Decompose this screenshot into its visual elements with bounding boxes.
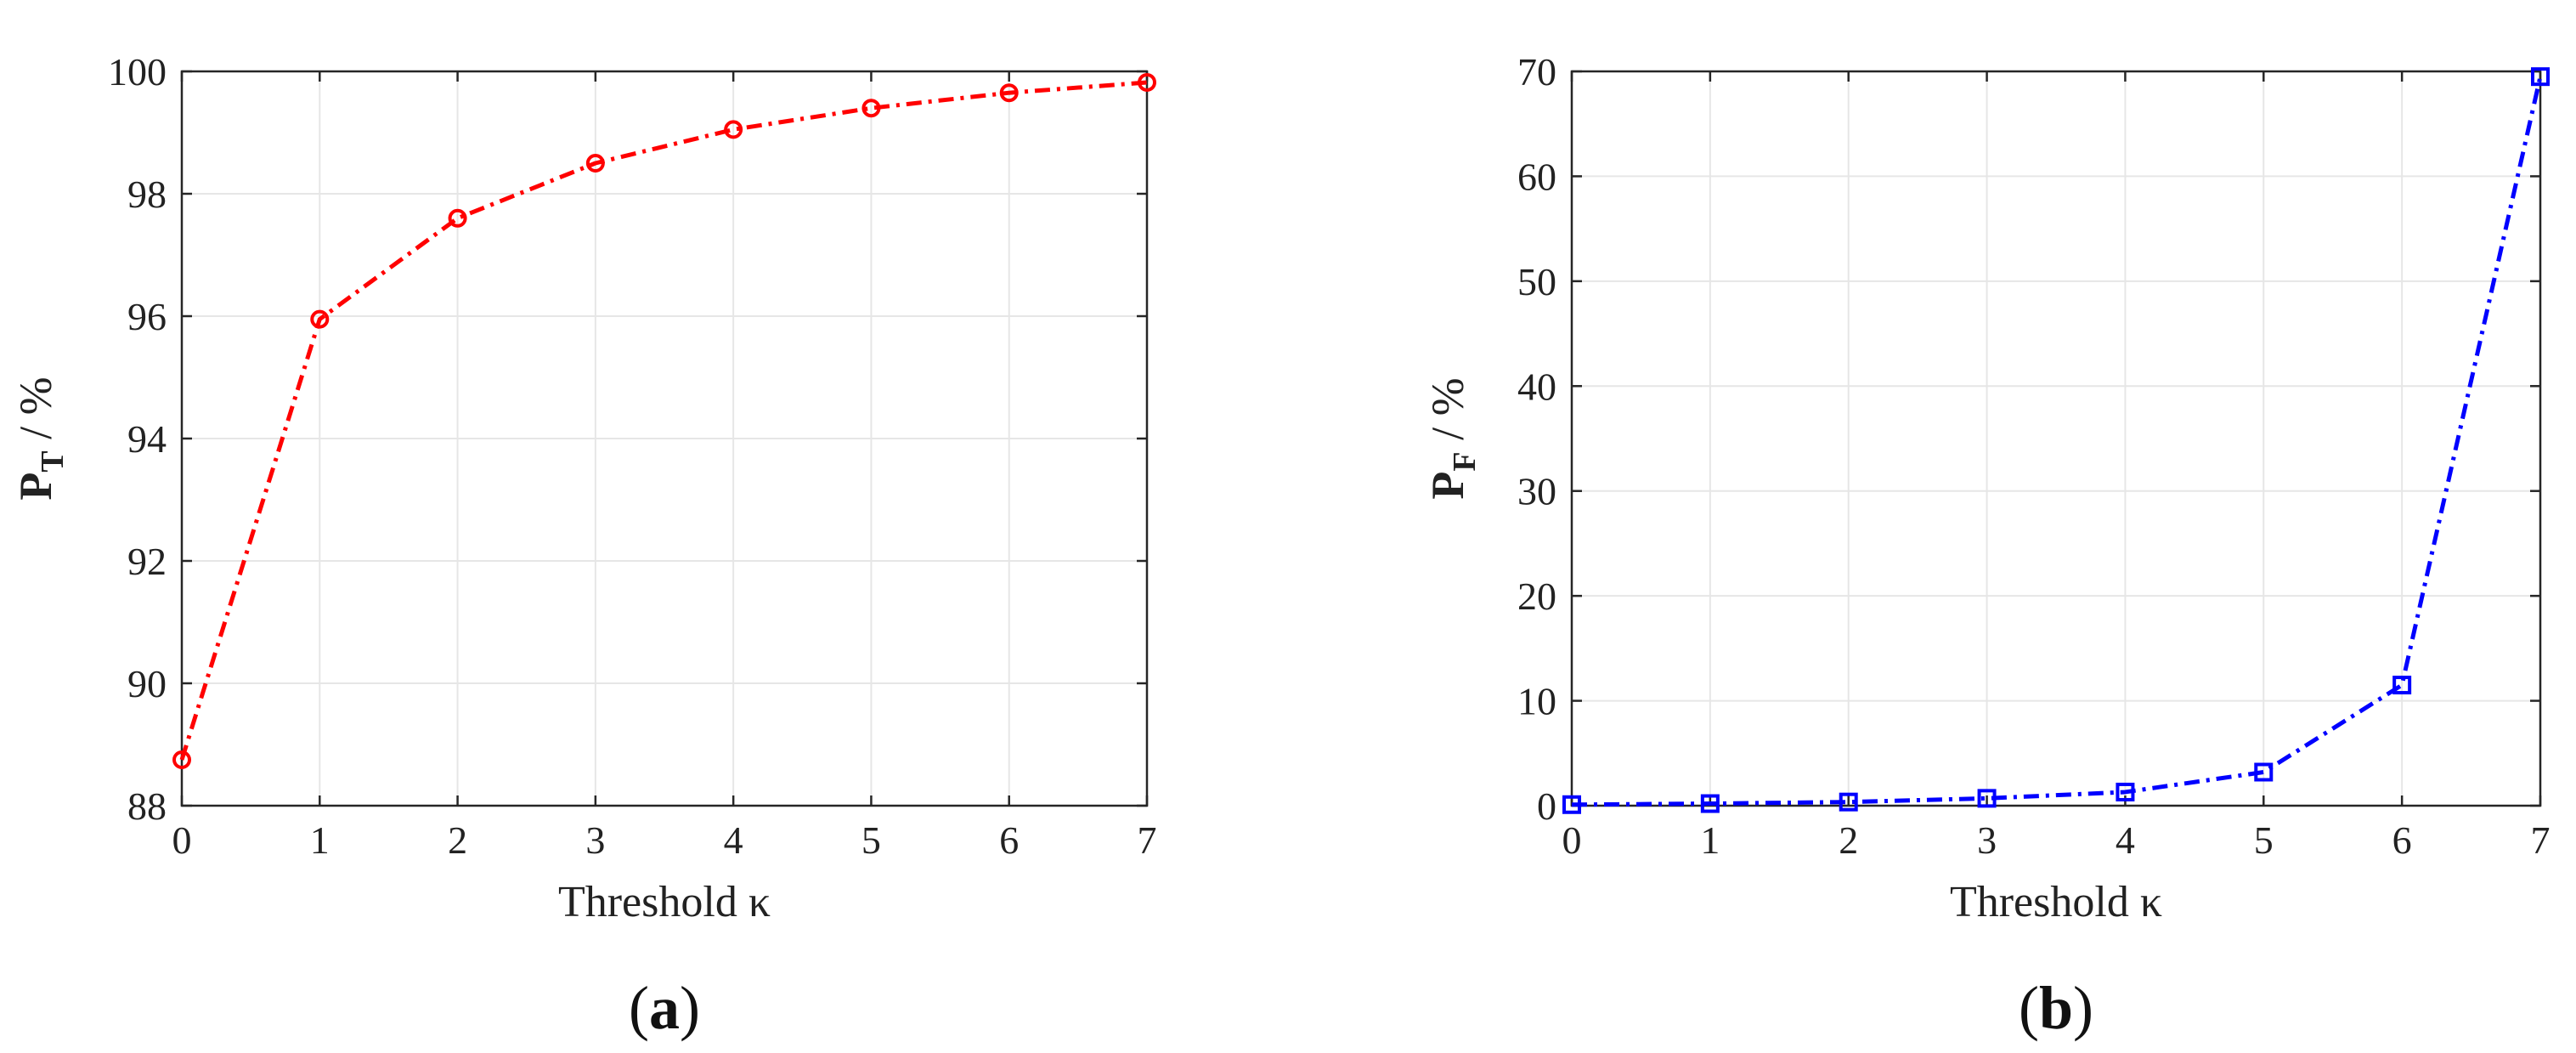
- y-axis-label-subscript: T: [35, 450, 71, 472]
- data-point: [999, 83, 1019, 103]
- y-tick-label: 0: [1537, 784, 1556, 828]
- x-tick-label: 4: [2116, 818, 2135, 862]
- data-point: [448, 208, 467, 228]
- y-tick-label: 90: [127, 662, 167, 705]
- panel-label-letter: b: [2039, 974, 2073, 1042]
- x-tick-label: 1: [310, 818, 330, 862]
- data-point: [1839, 792, 1858, 812]
- x-axis-label: Threshold κ: [558, 878, 771, 926]
- y-axis-label-unit: / %: [10, 376, 61, 450]
- y-tick-label: 70: [1517, 50, 1556, 93]
- x-tick-label: 0: [172, 818, 192, 862]
- y-tick-label: 96: [127, 295, 167, 338]
- y-axis-label-unit: / %: [1422, 377, 1473, 451]
- data-point: [1977, 789, 1997, 808]
- y-tick-label: 30: [1517, 470, 1556, 513]
- y-tick-label: 100: [108, 50, 167, 93]
- data-point: [2254, 762, 2274, 782]
- x-tick-label: 3: [1977, 818, 1997, 862]
- y-tick-label: 92: [127, 540, 167, 583]
- data-point: [310, 309, 330, 329]
- y-axis-label-main: P: [10, 473, 61, 501]
- data-point: [1562, 795, 1581, 814]
- data-point: [2531, 67, 2550, 87]
- data-point: [724, 120, 743, 139]
- y-tick-label: 60: [1517, 155, 1556, 198]
- y-tick-label: 40: [1517, 365, 1556, 408]
- x-tick-label: 7: [2531, 818, 2551, 862]
- panel-label-letter: a: [649, 974, 680, 1042]
- x-tick-label: 5: [2254, 818, 2274, 862]
- x-tick-label: 0: [1562, 818, 1582, 862]
- data-point: [585, 154, 605, 173]
- axes-box: [1570, 70, 2542, 807]
- grid-lines: [182, 71, 1147, 806]
- panel-label: (a): [629, 974, 700, 1042]
- data-point: [1138, 72, 1156, 92]
- x-tick-label: 7: [1138, 818, 1157, 862]
- x-tick-label: 6: [999, 818, 1019, 862]
- x-tick-label: 3: [585, 818, 605, 862]
- y-tick-label: 10: [1517, 680, 1556, 723]
- y-tick-label: 94: [127, 417, 167, 461]
- x-tick-label: 2: [1839, 818, 1858, 862]
- data-point: [172, 750, 191, 769]
- panel-label: (b): [2019, 974, 2093, 1042]
- chart-panel-a: 0 1 2 3 4 5 6 7 88 90 92 94 96 98 100 Threshold κ PT / %…: [10, 50, 1157, 1042]
- y-axis-label-main: P: [1422, 472, 1473, 500]
- x-tick-label: 2: [448, 818, 467, 862]
- panel-label-close: ): [2073, 974, 2093, 1042]
- x-tick-label: 6: [2392, 818, 2412, 862]
- data-point: [1700, 794, 1720, 813]
- x-tick-label: 1: [1700, 818, 1720, 862]
- data-point: [861, 99, 881, 118]
- y-axis-label-subscript: F: [1447, 451, 1483, 471]
- y-tick-label: 98: [127, 173, 167, 216]
- y-tick-label: 88: [127, 784, 167, 828]
- y-tick-label: 20: [1517, 575, 1556, 618]
- x-tick-label: 4: [724, 818, 743, 862]
- y-axis-label: PF / %: [1422, 377, 1483, 499]
- data-point: [2392, 676, 2412, 695]
- panel-label-open: (: [629, 974, 649, 1042]
- panel-label-open: (: [2019, 974, 2039, 1042]
- series-line-0: [1571, 76, 2543, 807]
- grid-lines: [1572, 71, 2540, 806]
- y-tick-label: 50: [1517, 260, 1556, 303]
- data-point: [2116, 782, 2135, 801]
- panel-label-close: ): [680, 974, 700, 1042]
- y-axis-label: PT / %: [10, 376, 71, 500]
- series-line-0: [179, 80, 1148, 761]
- x-axis-label: Threshold κ: [1950, 878, 2162, 926]
- x-tick-label: 5: [861, 818, 881, 862]
